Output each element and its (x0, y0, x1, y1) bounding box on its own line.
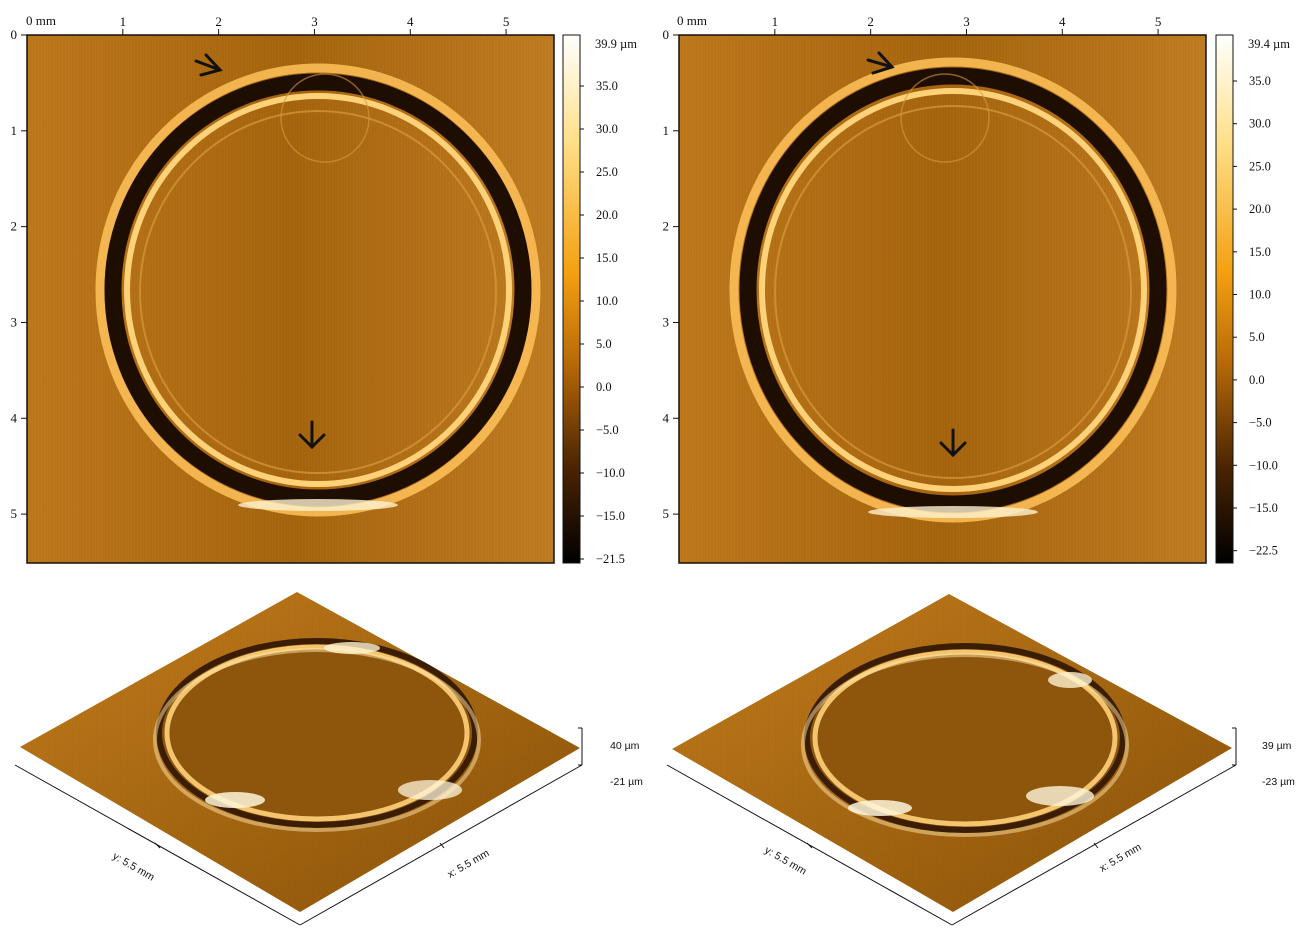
x-tick-label: 4 (1059, 14, 1066, 29)
arrow-icon (194, 53, 223, 77)
left-height-map (26, 34, 555, 564)
arrow-icon (939, 428, 967, 458)
colorbar-label: 35.0 (1249, 74, 1271, 88)
z-min-label: -21 µm (610, 776, 643, 788)
x-axis-label: x: 5.5 mm (1098, 841, 1144, 875)
colorbar-label: −22.5 (1249, 544, 1278, 558)
colorbar-label: 25.0 (1249, 159, 1271, 173)
x-tick-label: 5 (1155, 14, 1162, 29)
z-min-label: -23 µm (1262, 776, 1295, 788)
colorbar-label: 30.0 (1249, 117, 1271, 131)
colorbar-label: 15.0 (596, 251, 618, 265)
right-height-map (678, 34, 1207, 564)
colorbar-label: −15.0 (596, 509, 625, 523)
y-tick-label: 0 (663, 27, 670, 42)
y-tick-label: 2 (11, 219, 18, 234)
y-tick-label: 1 (11, 123, 18, 138)
x-unit-label: 0 mm (677, 13, 707, 28)
x-tick-label: 1 (772, 14, 779, 29)
right-colorbar: 39.4 µm 35.0 30.0 25.0 20.0 15.0 10.0 5.0 0.0 −5… (1215, 34, 1290, 564)
colorbar-label: 20.0 (1249, 202, 1271, 216)
x-axis-label: x: 5.5 mm (446, 847, 492, 881)
y-axis-label: y: 5.5 mm (111, 850, 157, 884)
colorbar-label: 10.0 (1249, 288, 1271, 302)
y-tick-label: 1 (663, 123, 670, 138)
colorbar-label: −5.0 (596, 423, 619, 437)
colorbar-label: 30.0 (596, 122, 618, 136)
z-max-label: 39 µm (1262, 740, 1292, 752)
y-tick-label: 3 (663, 314, 670, 329)
left-colorbar: 39.9 µm 35.0 30.0 25.0 20.0 15.0 10.0 5.0 0.0 −5… (562, 34, 637, 566)
ring-groove (104, 73, 532, 507)
left-3d-surface: 40 µm -21 µm y: 5.5 mm x: 5.5 mm (14, 592, 643, 926)
y-tick-label: 0 (11, 27, 18, 42)
colorbar-label: 20.0 (596, 208, 618, 222)
right-x-axis: 0 mm 1 2 3 4 5 (677, 13, 1206, 36)
x-tick-label: 4 (407, 14, 414, 29)
y-tick-label: 4 (663, 410, 670, 425)
y-tick-label: 5 (663, 506, 670, 521)
y-tick-label: 5 (11, 506, 18, 521)
left-y-axis: 0 1 2 3 4 5 (11, 27, 27, 521)
right-3d-surface: 39 µm -23 µm y: 5.5 mm x: 5.5 mm (666, 594, 1295, 926)
colorbar-label: 0.0 (1249, 373, 1265, 387)
colorbar-label: 25.0 (596, 165, 618, 179)
colorbar-label: −15.0 (1249, 501, 1278, 515)
x-tick-label: 5 (503, 14, 510, 29)
colorbar-label: 10.0 (596, 294, 618, 308)
x-tick-label: 2 (867, 14, 874, 29)
x-unit-label: 0 mm (26, 13, 56, 28)
x-tick-label: 1 (120, 14, 127, 29)
x-tick-label: 3 (311, 14, 318, 29)
x-tick-label: 2 (215, 14, 222, 29)
x-tick-label: 3 (963, 14, 970, 29)
colorbar-label: −10.0 (596, 466, 625, 480)
arrow-icon (298, 420, 326, 450)
colorbar-max-label: 39.9 µm (595, 37, 637, 51)
colorbar-label: 5.0 (596, 337, 612, 351)
y-axis-label: y: 5.5 mm (763, 844, 809, 878)
colorbar-label: 35.0 (596, 79, 618, 93)
right-y-axis: 0 1 2 3 4 5 (663, 27, 679, 521)
colorbar-label: −21.5 (596, 552, 625, 566)
colorbar-label: −5.0 (1249, 416, 1272, 430)
colorbar-label: −10.0 (1249, 458, 1278, 472)
ring-groove (739, 67, 1167, 513)
y-tick-label: 2 (663, 219, 670, 234)
colorbar-label: 5.0 (1249, 330, 1265, 344)
arrow-icon (866, 51, 895, 75)
colorbar-label: 15.0 (1249, 245, 1271, 259)
z-max-label: 40 µm (610, 740, 640, 752)
colorbar-label: 0.0 (596, 380, 612, 394)
colorbar-max-label: 39.4 µm (1248, 37, 1290, 51)
y-tick-label: 3 (11, 314, 18, 329)
left-x-axis: 0 mm 1 2 3 4 5 (26, 13, 554, 36)
y-tick-label: 4 (11, 410, 18, 425)
